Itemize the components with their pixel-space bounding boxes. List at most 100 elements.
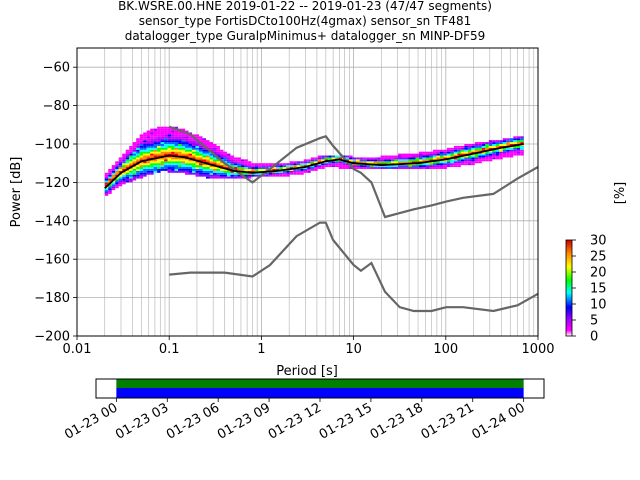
psd-density-cell xyxy=(429,167,433,169)
psd-density-cell xyxy=(237,157,241,160)
psd-density-cell xyxy=(153,136,158,139)
psd-density-cell xyxy=(153,138,158,141)
psd-density-cell xyxy=(240,165,245,168)
psd-density-cell xyxy=(195,157,200,160)
psd-density-cell xyxy=(401,161,406,164)
psd-density-cell xyxy=(384,155,388,158)
psd-density-cell xyxy=(192,144,196,146)
chart-title-line-2: sensor_type FortisDCto100Hz(4gmax) senso… xyxy=(139,14,471,28)
psd-density-cell xyxy=(286,163,290,166)
psd-density-cell xyxy=(188,149,193,152)
psd-density-cell xyxy=(481,144,486,146)
psd-density-cell xyxy=(188,136,193,139)
psd-density-cell xyxy=(209,145,213,148)
psd-density-cell xyxy=(146,170,151,173)
psd-density-cell xyxy=(509,149,514,152)
psd-density-cell xyxy=(384,165,388,168)
psd-density-cell xyxy=(146,138,151,141)
psd-density-cell xyxy=(167,147,172,150)
psd-density-cell xyxy=(212,155,217,158)
psd-density-cell xyxy=(394,159,399,162)
psd-density-cell xyxy=(115,163,119,166)
psd-density-cell xyxy=(303,170,308,173)
psd-density-cell xyxy=(453,149,458,152)
psd-density-cell xyxy=(160,128,165,131)
psd-density-cell xyxy=(401,159,406,162)
psd-density-cell xyxy=(230,163,234,166)
psd-density-cell xyxy=(185,136,189,139)
psd-density-cell xyxy=(195,153,200,156)
psd-density-cell xyxy=(478,153,482,156)
psd-density-cell xyxy=(244,168,248,171)
psd-density-cell xyxy=(209,157,213,160)
psd-density-cell xyxy=(223,168,227,171)
psd-density-cell xyxy=(289,170,294,173)
psd-density-cell xyxy=(125,159,130,162)
psd-density-cell xyxy=(160,138,165,141)
psd-density-cell xyxy=(122,180,126,183)
psd-density-cell xyxy=(384,157,388,160)
psd-density-cell xyxy=(247,174,252,177)
psd-density-cell xyxy=(171,136,175,139)
psd-density-cell xyxy=(436,151,440,154)
psd-density-cell xyxy=(401,153,406,156)
psd-density-cell xyxy=(178,147,182,150)
psd-density-cell xyxy=(268,174,273,177)
y-tick-label: −80 xyxy=(43,99,70,114)
psd-density-cell xyxy=(150,142,154,144)
psd-density-cell xyxy=(132,142,137,144)
psd-density-cell xyxy=(258,172,262,175)
psd-density-cell xyxy=(478,144,482,146)
psd-density-cell xyxy=(439,161,444,164)
psd-density-cell xyxy=(188,144,193,146)
psd-density-cell xyxy=(422,151,426,154)
psd-density-cell xyxy=(143,157,147,160)
psd-density-cell xyxy=(136,144,140,146)
psd-density-cell xyxy=(282,172,287,175)
psd-density-cell xyxy=(139,144,144,146)
psd-density-cell xyxy=(146,132,151,135)
psd-density-cell xyxy=(520,147,524,150)
psd-density-cell xyxy=(488,159,493,162)
psd-density-cell xyxy=(139,174,144,177)
psd-density-cell xyxy=(150,159,154,162)
psd-density-cell xyxy=(178,161,182,164)
psd-density-cell xyxy=(209,168,213,171)
psd-density-cell xyxy=(125,176,130,179)
psd-density-cell xyxy=(206,142,210,144)
psd-density-cell xyxy=(174,140,179,143)
psd-density-cell xyxy=(380,167,385,169)
psd-density-cell xyxy=(188,138,193,141)
psd-density-cell xyxy=(167,170,172,173)
psd-density-cell xyxy=(436,149,440,152)
psd-density-cell xyxy=(129,161,133,164)
psd-density-cell xyxy=(185,153,189,156)
psd-density-cell xyxy=(251,172,255,175)
psd-density-cell xyxy=(216,174,220,177)
psd-density-cell xyxy=(488,142,493,144)
psd-density-cell xyxy=(223,165,227,168)
psd-density-cell xyxy=(171,170,175,173)
psd-density-cell xyxy=(394,161,399,164)
psd-density-cell xyxy=(185,161,189,164)
psd-density-cell xyxy=(398,155,402,158)
psd-density-cell xyxy=(143,163,147,166)
psd-density-cell xyxy=(199,168,203,171)
psd-density-cell xyxy=(321,167,325,169)
psd-density-cell xyxy=(240,168,245,171)
psd-density-cell xyxy=(160,167,165,169)
psd-density-cell xyxy=(450,147,454,150)
psd-density-cell xyxy=(136,149,140,152)
psd-density-cell xyxy=(485,155,489,158)
psd-density-cell xyxy=(520,142,524,144)
psd-density-cell xyxy=(136,153,140,156)
psd-density-cell xyxy=(202,151,207,154)
psd-density-cell xyxy=(254,163,259,166)
psd-density-cell xyxy=(520,153,524,156)
psd-density-cell xyxy=(122,153,126,156)
psd-density-cell xyxy=(411,157,416,160)
psd-density-cell xyxy=(209,159,213,162)
psd-density-cell xyxy=(310,167,315,169)
psd-density-cell xyxy=(488,145,493,148)
psd-density-cell xyxy=(108,192,112,194)
